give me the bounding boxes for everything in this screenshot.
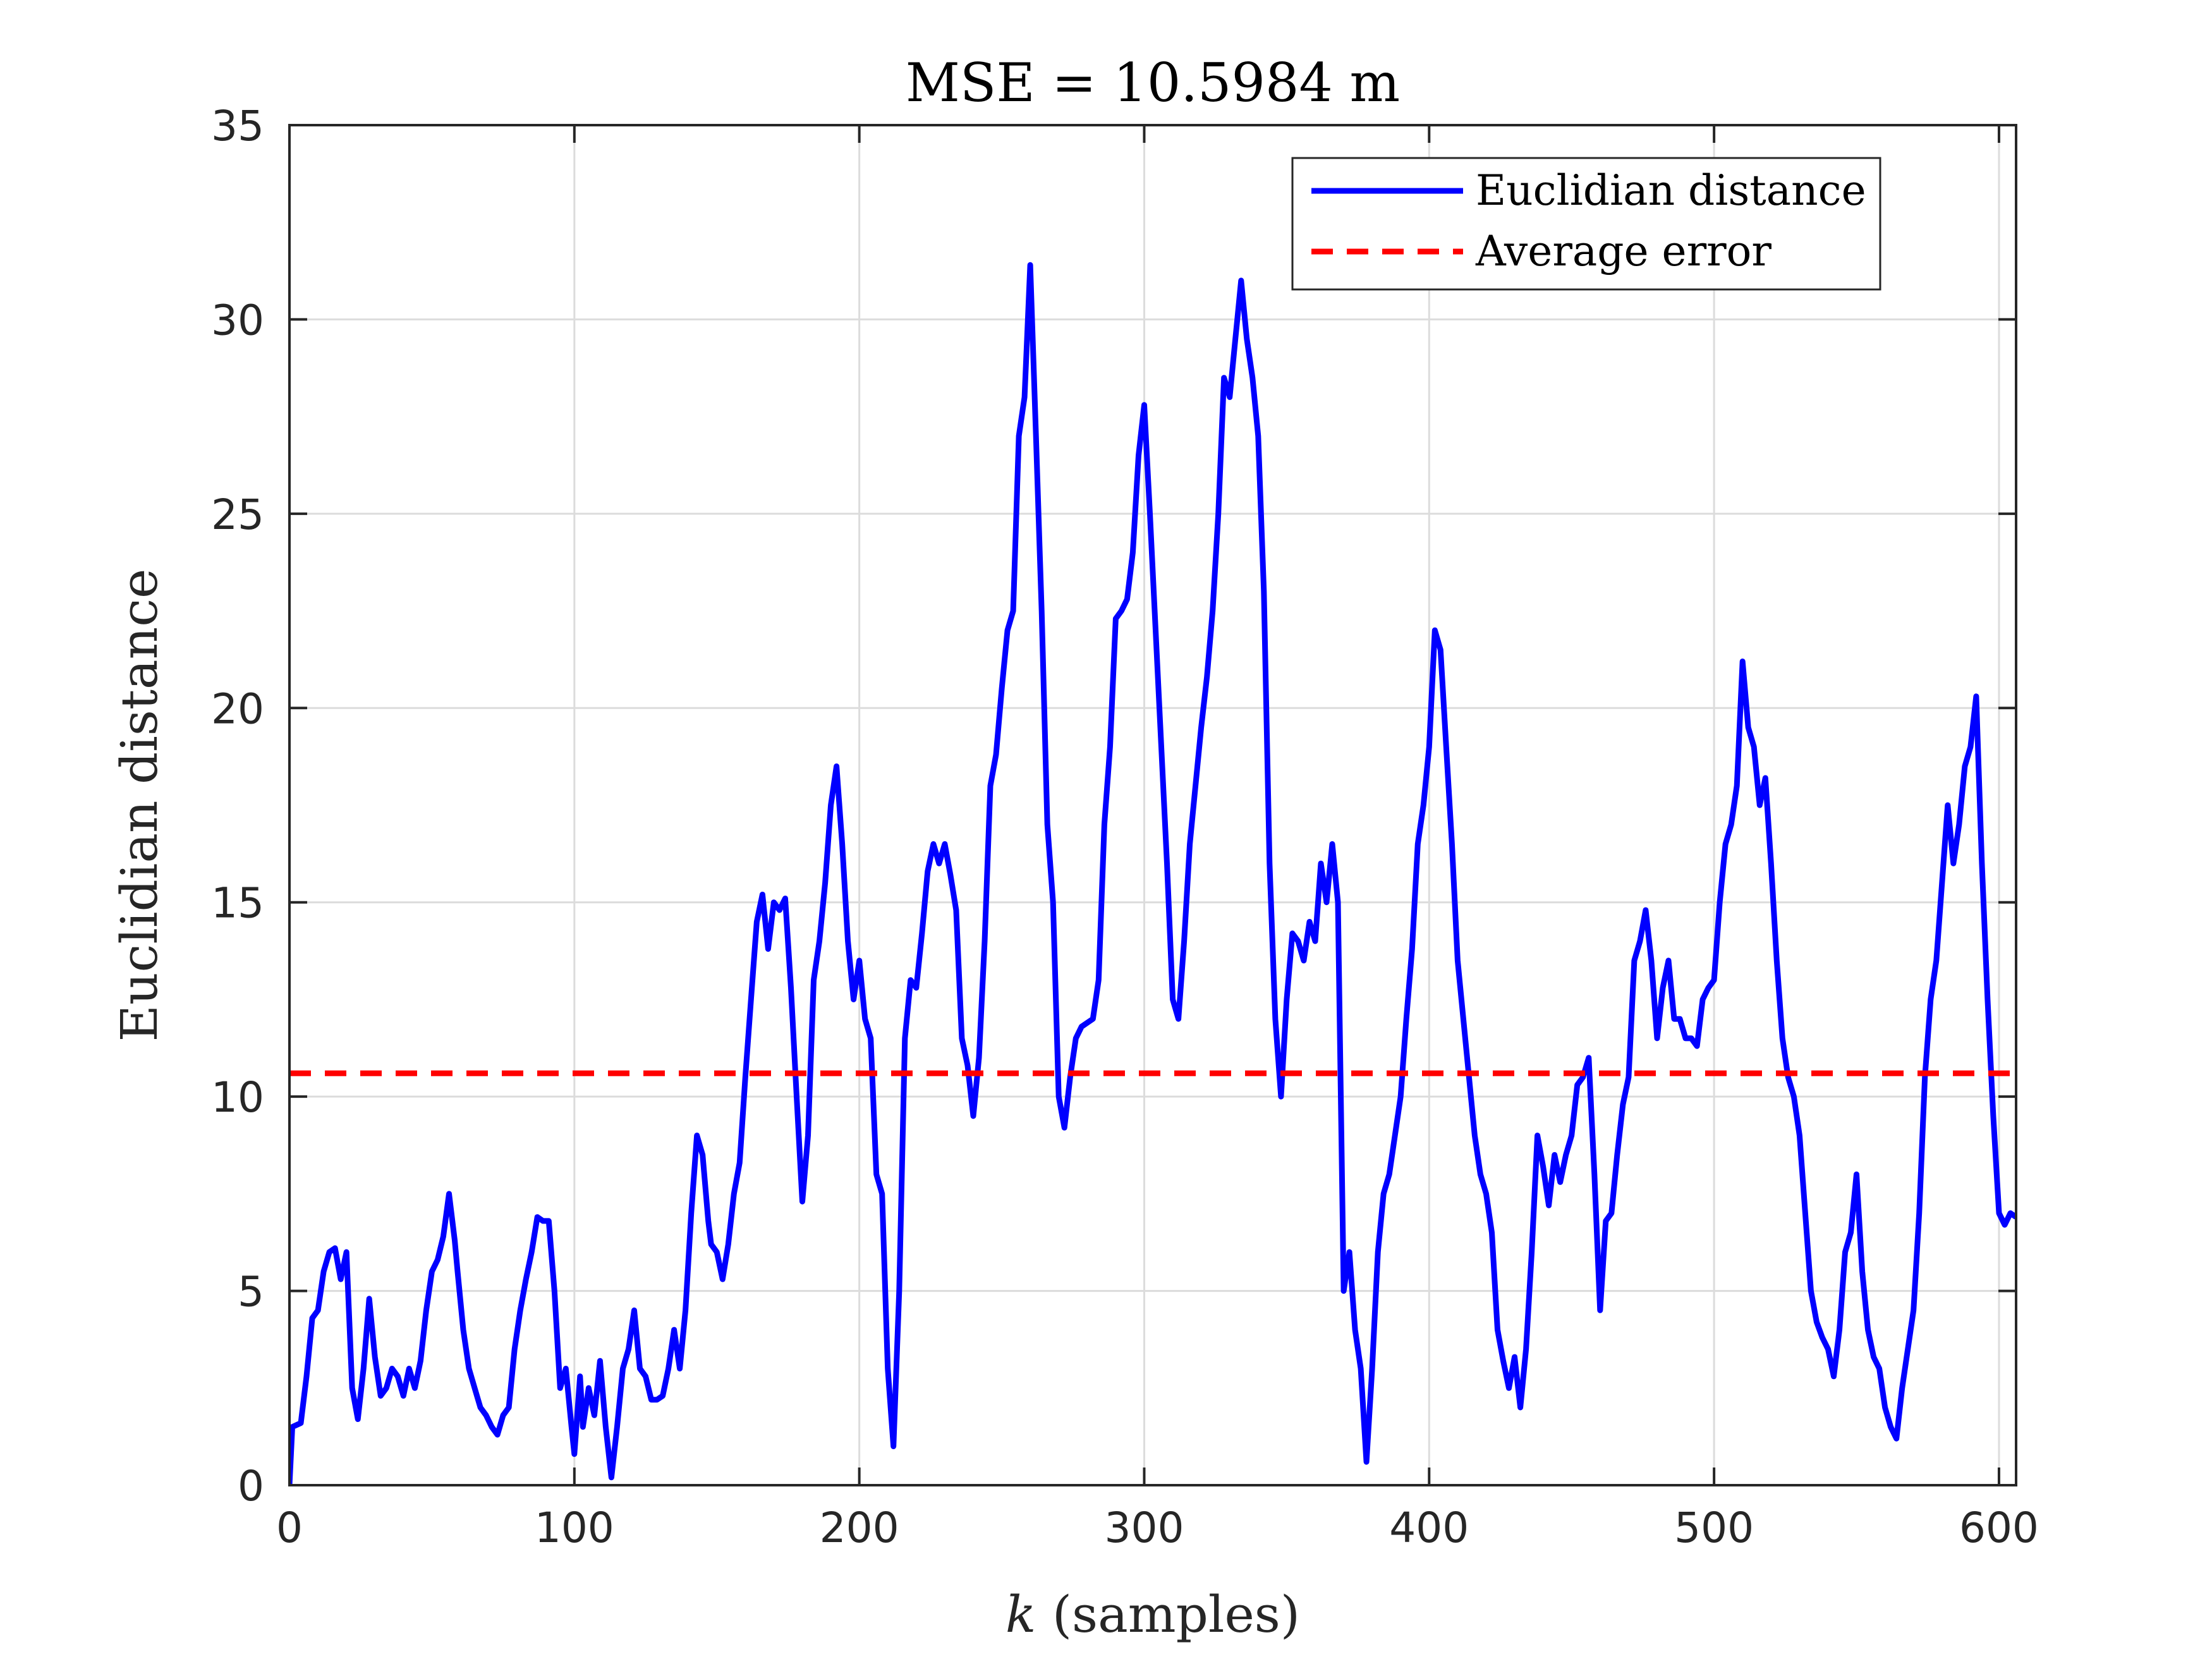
y-tick-label: 25 [211,490,264,539]
y-tick-label: 20 [211,684,264,733]
y-tick-label: 15 [211,879,264,928]
x-axis-unit: (samples) [1036,1585,1300,1644]
x-tick-label: 200 [820,1504,899,1552]
y-tick-label: 30 [211,296,264,344]
ticks [288,124,2016,1486]
x-tick-label: 100 [535,1504,614,1552]
legend-entry-average: Average error [1475,227,1771,276]
x-tick-label: 400 [1389,1504,1469,1552]
y-tick-label: 0 [238,1462,264,1510]
legend-box [1291,157,1881,291]
y-tick-label: 35 [211,102,264,150]
axes-box [288,124,2017,1486]
x-tick-label: 0 [276,1504,303,1552]
y-axis-label: Euclidian distance [110,569,169,1042]
y-tick-label: 5 [238,1268,264,1316]
tick-labels: 0 100 200 300 400 500 600 0 5 10 15 20 25 30 35 [211,102,2039,1552]
x-tick-label: 500 [1674,1504,1754,1552]
chart-title: MSE = 10.5984 m [906,52,1400,114]
series-layer [289,262,2016,1485]
x-axis-variable: k [1006,1585,1036,1644]
x-tick-label: 600 [1959,1504,2039,1552]
y-tick-label: 10 [211,1073,264,1122]
legend-entry-euclidian: Euclidian distance [1476,166,1866,215]
x-axis-label: k (samples) [1006,1585,1300,1644]
series-euclidian-distance-line [289,262,2016,1485]
legend: Euclidian distance Average error [1291,157,1881,291]
x-tick-label: 300 [1104,1504,1184,1552]
